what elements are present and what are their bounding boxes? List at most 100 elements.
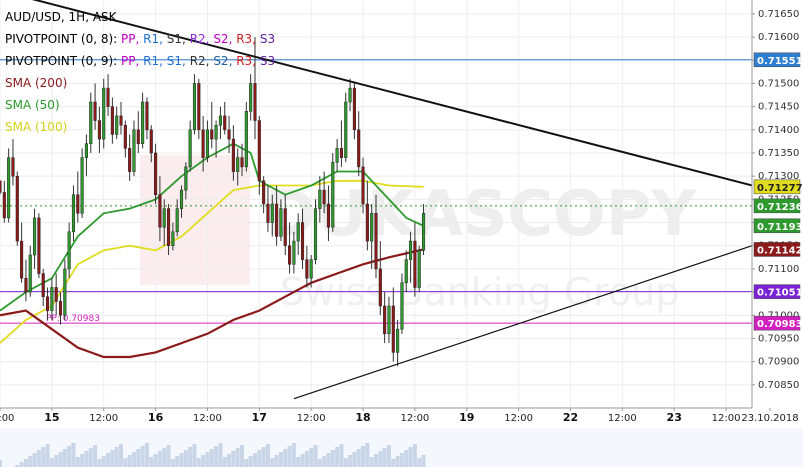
time-tick-label: 19 <box>459 411 474 424</box>
candle-body <box>404 259 408 284</box>
candle <box>132 120 136 177</box>
candle-body <box>335 148 339 163</box>
volume-bar <box>278 452 283 467</box>
candle <box>240 143 244 177</box>
candle-body <box>145 101 149 131</box>
candle-body <box>71 194 76 233</box>
price-tag: 0.70983 <box>753 315 803 331</box>
volume-bar <box>157 451 162 467</box>
candle-body <box>292 240 296 265</box>
candle-body <box>184 166 188 191</box>
candles <box>0 37 426 367</box>
time-tick-label: 12:00 <box>400 413 429 424</box>
candle <box>404 250 408 293</box>
legend-sma200[interactable]: SMA (200) <box>5 72 275 94</box>
candle-body <box>33 217 37 256</box>
legend-sma200-text: SMA (200) <box>5 76 68 90</box>
candle-body <box>63 268 67 316</box>
candle-body <box>110 106 114 135</box>
volume-bar <box>361 446 366 467</box>
legend-pivot-1-r3: R3, <box>236 32 257 46</box>
volume-bar <box>412 444 417 467</box>
trendline-lower <box>293 245 753 400</box>
time-tick-label: 12:00 <box>89 413 118 424</box>
volume-bar <box>339 444 344 467</box>
volume-bar <box>196 458 201 467</box>
time-tick-label: 12:00 <box>193 413 222 424</box>
candle-body <box>7 157 11 219</box>
price-tag-box <box>753 179 801 195</box>
candle-body <box>236 157 240 172</box>
candle <box>205 120 209 163</box>
volume-bar <box>244 459 249 467</box>
candle-body <box>162 208 166 228</box>
volume-bar <box>170 459 175 467</box>
candle-body <box>352 87 356 131</box>
candle <box>227 115 231 153</box>
volume-bar <box>119 444 124 467</box>
candle-body <box>0 180 2 193</box>
candle <box>58 292 63 325</box>
price-tag-box <box>753 218 801 234</box>
candle-body <box>257 120 261 182</box>
candle <box>37 213 41 279</box>
price-tag: 0.71193 <box>753 218 803 234</box>
legend-pivot-1-s3: S3 <box>259 32 276 46</box>
volume-bar <box>304 451 309 467</box>
legend-pivot-1[interactable]: PIVOTPOINT (0, 8): PP, R1, S1, R2, S2, R… <box>5 28 275 50</box>
candle-body <box>106 87 110 107</box>
volume-bar <box>265 444 270 467</box>
candle-body <box>296 222 300 242</box>
candle <box>24 259 28 302</box>
volume-bar <box>188 447 193 467</box>
candle <box>102 78 106 149</box>
candle-body <box>201 129 205 158</box>
candle-body <box>115 115 119 135</box>
candle-body <box>45 296 50 311</box>
candle-body <box>123 124 127 149</box>
candle-body <box>218 115 222 126</box>
candle-body <box>331 162 335 228</box>
candle-body <box>387 305 391 335</box>
candle <box>110 97 114 144</box>
candle <box>322 171 326 214</box>
trendlines[interactable] <box>0 0 753 400</box>
time-tick-label: 23.10.2018 <box>741 413 798 424</box>
candle-body <box>413 240 417 288</box>
volume-bar <box>93 445 98 467</box>
volume-bar <box>287 446 292 467</box>
legend-pivot-2-r2: R2, <box>189 54 210 68</box>
legend-sma100[interactable]: SMA (100) <box>5 116 275 138</box>
legend-pivot-2-label: PIVOTPOINT (0, 9): <box>5 54 118 68</box>
volume-bar <box>248 456 253 467</box>
legend-symbol: AUD/USD, 1H, ASK <box>5 6 275 28</box>
candle-body <box>409 240 413 260</box>
candle <box>370 204 374 269</box>
volume-bar <box>300 454 305 467</box>
volume-bar <box>101 456 106 467</box>
legend-pivot-2[interactable]: PIVOTPOINT (0, 9): PP, R1, S1, R2, S2, R… <box>5 50 275 72</box>
candle-body <box>266 203 270 223</box>
legend-pivot-1-s1: S1, <box>166 32 186 46</box>
candle <box>128 134 132 181</box>
candle-body <box>2 192 6 219</box>
candle-body <box>149 129 153 154</box>
legend-sma50[interactable]: SMA (50) <box>5 94 275 116</box>
candle <box>365 180 369 251</box>
chart-legend: AUD/USD, 1H, ASK PIVOTPOINT (0, 8): PP, … <box>5 6 275 138</box>
candle <box>231 125 235 181</box>
candle-body <box>288 245 292 265</box>
price-tick-label: 0.71450 <box>758 102 799 113</box>
volume-bar <box>270 458 275 467</box>
volume-bar <box>404 450 409 467</box>
candle-body <box>400 282 404 330</box>
time-tick-label: 22 <box>563 411 578 424</box>
candle <box>262 176 266 214</box>
candle <box>391 287 395 362</box>
candle <box>257 115 261 195</box>
candle-body <box>41 273 45 297</box>
price-tag: 0.71236 <box>753 198 803 214</box>
candle-body <box>344 101 348 158</box>
volume-bar <box>330 450 335 467</box>
